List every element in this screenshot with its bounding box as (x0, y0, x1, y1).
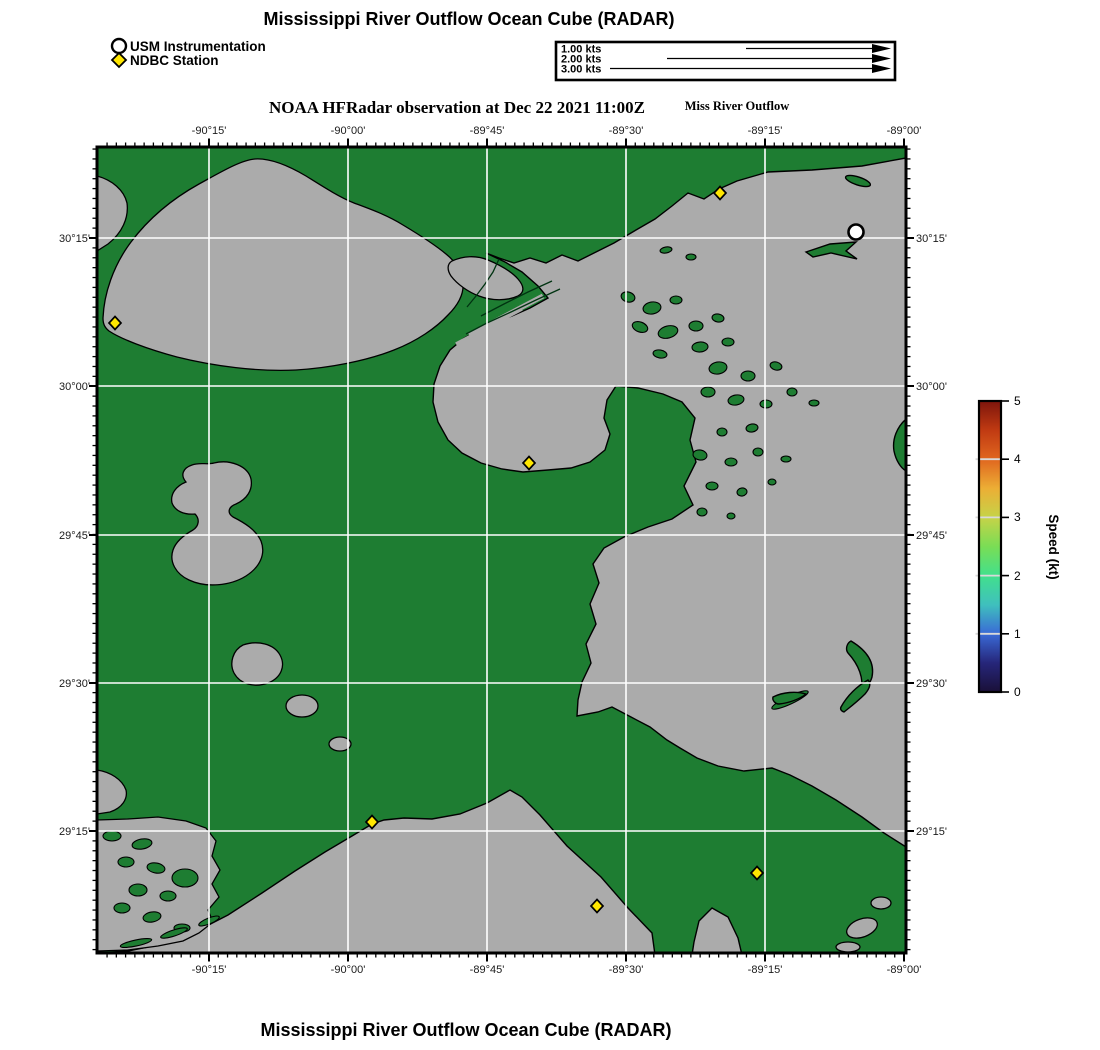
lake-pontchartrain (102, 158, 464, 372)
usm-legend-icon (110, 37, 128, 55)
delta-lagoon (870, 896, 892, 910)
lon-tick-label: -90°15' (192, 964, 227, 976)
speed-scale-label-3kt: 3.00 kts (561, 64, 601, 76)
colorbar-tick-label: 0 (1014, 685, 1021, 699)
colorbar-tick-label: 5 (1014, 394, 1021, 408)
ndbc-legend-label: NDBC Station (130, 53, 219, 68)
lake-maurepas-inlet (97, 175, 128, 252)
lat-tick-label: 29°45' (916, 530, 947, 542)
usm-instrumentation-marker (847, 223, 865, 241)
ndbc-legend-icon (110, 51, 128, 69)
ndbc-station-marker (712, 185, 728, 201)
lac-des-allemands (170, 461, 264, 586)
lon-tick-label: -89°30' (609, 125, 644, 137)
bottom-axis-ticks (106, 953, 905, 962)
lon-tick-label: -89°45' (470, 125, 505, 137)
bottom-axis-labels: -90°15' -90°00' -89°45' -89°30' -89°15' … (192, 964, 922, 976)
map-area (97, 147, 906, 953)
ndbc-station-marker (107, 315, 123, 331)
little-lake (285, 694, 319, 718)
colorbar-ticks (1001, 400, 1009, 693)
speed-scale-legend: 1.00 kts 2.00 kts 3.00 kts (554, 40, 897, 82)
graticule-gridlines (97, 147, 906, 953)
left-axis-labels: 30°15' 30°00' 29°45' 29°30' 29°15' (59, 233, 90, 838)
rivers (465, 258, 561, 335)
lon-tick-label: -89°45' (470, 964, 505, 976)
lon-tick-label: -89°15' (748, 964, 783, 976)
cat-island (804, 241, 858, 260)
marker-legend: USM Instrumentation NDBC Station (110, 37, 266, 69)
little-lake-inlet (97, 769, 128, 815)
delta-lagoon (835, 941, 861, 953)
marsh-islands (102, 246, 820, 948)
colorbar-gradient (979, 401, 1001, 692)
ndbc-station-marker (589, 898, 605, 914)
lat-tick-label: 29°15' (916, 826, 947, 838)
lat-tick-label: 30°00' (916, 381, 947, 393)
barataria-bay (97, 816, 221, 952)
colorbar-annotation-lines (975, 458, 1005, 635)
speed-scale-label-1kt: 1.00 kts (561, 44, 601, 56)
map-subtitle: NOAA HFRadar observation at Dec 22 2021 … (269, 98, 645, 117)
right-axis-labels: 30°15' 30°00' 29°45' 29°30' 29°15' (916, 233, 947, 838)
colorbar-tick-label: 2 (1014, 569, 1021, 583)
lon-tick-label: -89°00' (887, 125, 922, 137)
footer-title: Mississippi River Outflow Ocean Cube (RA… (260, 1020, 671, 1040)
colorbar: 0 1 2 3 4 5 Speed (kt) (975, 394, 1061, 699)
lon-tick-label: -90°15' (192, 125, 227, 137)
lat-tick-label: 29°30' (59, 678, 90, 690)
lat-tick-label: 29°30' (916, 678, 947, 690)
named-islands (772, 174, 906, 713)
lat-tick-label: 29°15' (59, 826, 90, 838)
chandeleur-island-south (839, 679, 871, 713)
top-axis-labels: -90°15' -90°00' -89°45' -89°30' -89°15' … (192, 125, 922, 137)
breton-sliver (772, 691, 808, 705)
region-label: Miss River Outflow (685, 99, 790, 113)
usm-legend-label: USM Instrumentation (130, 39, 266, 54)
colorbar-tick-label: 1 (1014, 627, 1021, 641)
lon-tick-label: -89°00' (887, 964, 922, 976)
colorbar-tick-label: 4 (1014, 452, 1021, 466)
coastal-spit (844, 174, 872, 188)
lat-tick-label: 30°15' (59, 233, 90, 245)
lon-tick-label: -90°00' (331, 125, 366, 137)
inland-water (97, 158, 892, 953)
right-axis-ticks (906, 148, 914, 951)
lat-tick-label: 30°00' (59, 381, 90, 393)
colorbar-title: Speed (kt) (1046, 514, 1061, 579)
page-title: Mississippi River Outflow Ocean Cube (RA… (263, 9, 674, 29)
speed-arrow-shafts (610, 47, 873, 70)
east-bay (447, 256, 524, 301)
lat-tick-label: 29°45' (59, 530, 90, 542)
colorbar-border (977, 399, 1003, 694)
small-lake (328, 736, 352, 752)
chef-menteur-channel (455, 307, 523, 346)
speed-scale-label-2kt: 2.00 kts (561, 54, 601, 66)
east-edge-island (892, 418, 906, 472)
map-border (95, 145, 908, 955)
lat-tick-label: 30°15' (916, 233, 947, 245)
left-axis-ticks (89, 148, 97, 951)
ndbc-station-marker (521, 455, 537, 471)
speed-arrow-heads (872, 44, 891, 73)
lon-tick-label: -90°00' (331, 964, 366, 976)
ndbc-station-marker (364, 814, 380, 830)
lake-salvador (231, 642, 284, 686)
lon-tick-label: -89°15' (748, 125, 783, 137)
colorbar-tick-label: 3 (1014, 510, 1021, 524)
top-axis-ticks (106, 138, 905, 147)
lon-tick-label: -89°30' (609, 964, 644, 976)
delta-lagoon (846, 917, 878, 939)
station-markers (107, 185, 865, 914)
ndbc-station-marker (749, 865, 765, 881)
